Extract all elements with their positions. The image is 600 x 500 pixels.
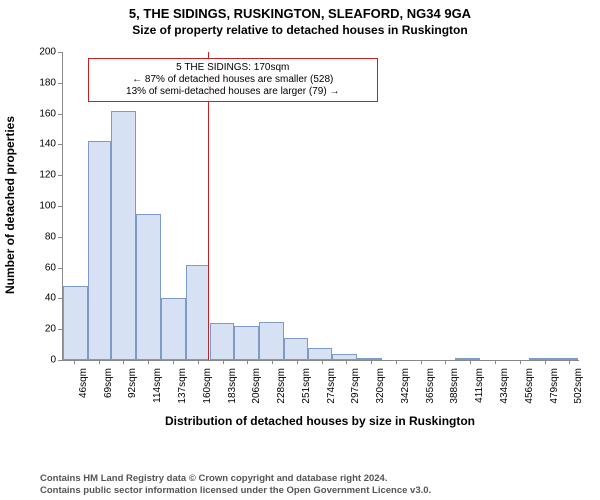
y-tick-label: 20 — [26, 324, 56, 335]
footer-line-2: Contains public sector information licen… — [40, 485, 431, 496]
histogram-bar — [63, 286, 88, 360]
x-tick-mark — [74, 360, 75, 364]
y-tick-mark — [58, 114, 62, 115]
y-tick-label: 80 — [26, 231, 56, 242]
annotation-box: 5 THE SIDINGS: 170sqm← 87% of detached h… — [88, 58, 378, 102]
footer: Contains HM Land Registry data © Crown c… — [40, 473, 431, 496]
y-tick-label: 60 — [26, 262, 56, 273]
histogram-bar — [111, 111, 136, 360]
x-tick-mark — [495, 360, 496, 364]
y-tick-mark — [58, 52, 62, 53]
histogram-bar — [284, 338, 308, 360]
x-tick-mark — [520, 360, 521, 364]
x-tick-mark — [322, 360, 323, 364]
x-tick-label: 502sqm — [573, 368, 584, 418]
y-tick-mark — [58, 144, 62, 145]
histogram-bar — [455, 358, 480, 360]
x-tick-label: 251sqm — [301, 368, 312, 418]
y-tick-mark — [58, 206, 62, 207]
histogram-bar — [553, 358, 578, 360]
histogram-bar — [186, 265, 210, 360]
annotation-line-0: 5 THE SIDINGS: 170sqm — [92, 62, 374, 74]
histogram-bar — [161, 298, 186, 360]
histogram-bar — [259, 322, 284, 361]
histogram-bar — [136, 214, 161, 360]
x-tick-label: 434sqm — [499, 368, 510, 418]
x-tick-mark — [272, 360, 273, 364]
x-tick-mark — [396, 360, 397, 364]
histogram-bar — [88, 141, 112, 360]
x-tick-mark — [148, 360, 149, 364]
x-tick-mark — [123, 360, 124, 364]
y-axis-label: Number of detached properties — [3, 105, 17, 305]
x-tick-mark — [346, 360, 347, 364]
x-tick-mark — [470, 360, 471, 364]
x-tick-label: 274sqm — [326, 368, 337, 418]
y-tick-label: 160 — [26, 108, 56, 119]
x-tick-label: 114sqm — [152, 368, 163, 418]
y-tick-label: 140 — [26, 139, 56, 150]
x-tick-label: 297sqm — [350, 368, 361, 418]
x-tick-mark — [297, 360, 298, 364]
y-tick-mark — [58, 83, 62, 84]
plot-area: 5 THE SIDINGS: 170sqm← 87% of detached h… — [62, 52, 579, 361]
histogram-bar — [308, 348, 333, 360]
x-tick-label: 228sqm — [276, 368, 287, 418]
histogram-bar — [234, 326, 259, 360]
x-tick-mark — [421, 360, 422, 364]
y-tick-label: 100 — [26, 201, 56, 212]
histogram-bar — [210, 323, 235, 360]
y-tick-mark — [58, 298, 62, 299]
x-tick-label: 365sqm — [425, 368, 436, 418]
x-tick-mark — [247, 360, 248, 364]
x-tick-label: 46sqm — [78, 368, 89, 418]
x-tick-label: 456sqm — [524, 368, 535, 418]
x-tick-mark — [223, 360, 224, 364]
histogram-bar — [332, 354, 357, 360]
annotation-line-1: ← 87% of detached houses are smaller (52… — [92, 74, 374, 86]
x-tick-label: 411sqm — [474, 368, 485, 418]
annotation-line-2: 13% of semi-detached houses are larger (… — [92, 86, 374, 98]
x-tick-label: 342sqm — [400, 368, 411, 418]
x-tick-label: 320sqm — [375, 368, 386, 418]
x-tick-mark — [99, 360, 100, 364]
y-tick-label: 40 — [26, 293, 56, 304]
x-tick-label: 183sqm — [227, 368, 238, 418]
y-tick-label: 120 — [26, 170, 56, 181]
x-tick-mark — [569, 360, 570, 364]
y-tick-mark — [58, 268, 62, 269]
x-tick-label: 160sqm — [202, 368, 213, 418]
footer-line-1: Contains HM Land Registry data © Crown c… — [40, 473, 431, 484]
page-subtitle: Size of property relative to detached ho… — [0, 21, 600, 37]
y-tick-mark — [58, 237, 62, 238]
histogram-bar — [529, 358, 553, 360]
y-tick-mark — [58, 175, 62, 176]
x-tick-mark — [371, 360, 372, 364]
x-tick-label: 206sqm — [251, 368, 262, 418]
chart-container: 5 THE SIDINGS: 170sqm← 87% of detached h… — [0, 40, 600, 440]
y-tick-mark — [58, 360, 62, 361]
x-tick-label: 92sqm — [127, 368, 138, 418]
x-tick-label: 388sqm — [449, 368, 460, 418]
y-tick-mark — [58, 329, 62, 330]
page-title: 5, THE SIDINGS, RUSKINGTON, SLEAFORD, NG… — [0, 0, 600, 21]
x-tick-mark — [173, 360, 174, 364]
histogram-bar — [357, 358, 382, 360]
x-tick-label: 137sqm — [177, 368, 188, 418]
y-tick-label: 200 — [26, 47, 56, 58]
x-tick-label: 479sqm — [549, 368, 560, 418]
y-tick-label: 180 — [26, 77, 56, 88]
y-tick-label: 0 — [26, 355, 56, 366]
x-tick-label: 69sqm — [103, 368, 114, 418]
x-tick-mark — [445, 360, 446, 364]
x-tick-mark — [198, 360, 199, 364]
x-tick-mark — [545, 360, 546, 364]
